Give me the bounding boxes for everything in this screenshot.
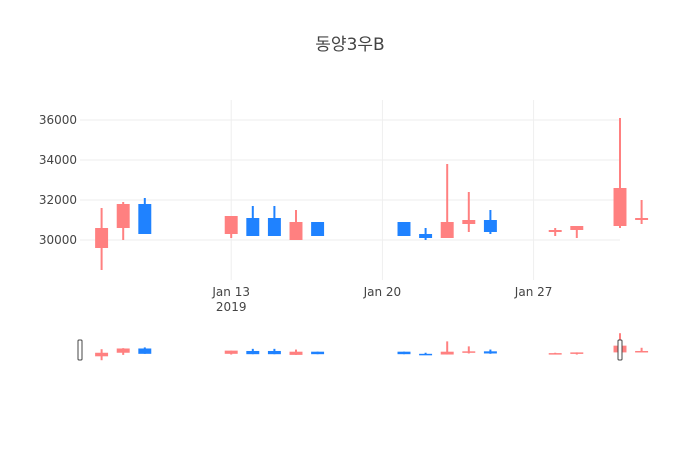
candle xyxy=(138,198,152,234)
candle-body xyxy=(635,218,649,220)
range-candle-body xyxy=(570,352,584,354)
range-candle-body xyxy=(267,350,281,355)
candle-body xyxy=(311,222,325,236)
candle xyxy=(440,164,454,238)
range-candle xyxy=(570,352,584,355)
candle xyxy=(311,222,325,236)
range-candle-body xyxy=(246,350,260,355)
range-candle-body xyxy=(311,351,325,355)
candle-body xyxy=(95,228,109,248)
range-candle-body xyxy=(635,350,649,353)
candle xyxy=(548,228,562,236)
range-candle xyxy=(483,349,497,354)
candle-body xyxy=(246,218,260,236)
range-candle-body xyxy=(548,353,562,355)
range-candle-body xyxy=(95,352,109,357)
range-candle-body xyxy=(462,351,476,353)
grid xyxy=(80,100,620,280)
candle-body xyxy=(483,220,497,232)
candle-body xyxy=(613,188,627,226)
candle xyxy=(419,228,433,240)
y-tick-label: 32000 xyxy=(39,193,77,207)
x-tick-label: Jan 27 xyxy=(514,285,553,299)
range-candle-body xyxy=(397,351,411,355)
range-candle xyxy=(116,348,130,355)
range-candle xyxy=(138,347,152,354)
candle-body xyxy=(462,220,476,224)
candle-body xyxy=(224,216,238,234)
candles xyxy=(95,118,649,270)
candle xyxy=(95,208,109,270)
range-slider[interactable] xyxy=(77,333,649,361)
range-candle-body xyxy=(138,348,152,354)
range-candle xyxy=(419,352,433,356)
candle xyxy=(224,216,238,238)
y-tick-label: 36000 xyxy=(39,113,77,127)
y-tick-label: 30000 xyxy=(39,233,77,247)
range-candle xyxy=(397,351,411,355)
range-handle-left[interactable] xyxy=(77,339,83,361)
candle xyxy=(116,202,130,240)
range-candle xyxy=(440,341,454,355)
range-candle xyxy=(462,346,476,354)
candle xyxy=(462,192,476,232)
y-axis: 30000 32000 34000 36000 xyxy=(39,113,77,247)
range-candle xyxy=(224,350,238,355)
candle-body xyxy=(419,234,433,238)
candle xyxy=(267,206,281,236)
candle xyxy=(483,210,497,234)
range-candle-body xyxy=(483,351,497,354)
chart-title: 동양3우B xyxy=(315,35,384,55)
candle-body xyxy=(397,222,411,236)
range-candle-body xyxy=(419,353,433,356)
range-candle-body xyxy=(440,351,454,355)
candle-body xyxy=(548,230,562,232)
range-candle-body xyxy=(289,351,303,355)
range-candle xyxy=(635,347,649,353)
x-tick-label: Jan 20 xyxy=(363,285,402,299)
candle xyxy=(289,210,303,240)
range-candle xyxy=(311,351,325,355)
candle-body xyxy=(570,226,584,230)
candle xyxy=(635,200,649,224)
range-candle xyxy=(289,349,303,355)
x-tick-label: Jan 13 xyxy=(211,285,250,299)
candle xyxy=(246,206,260,236)
range-candle xyxy=(548,352,562,355)
range-candle xyxy=(246,348,260,355)
range-candle xyxy=(95,349,109,361)
range-candle-body xyxy=(116,348,130,353)
candle-body xyxy=(267,218,281,236)
candle-body xyxy=(440,222,454,238)
y-tick-label: 34000 xyxy=(39,153,77,167)
candle xyxy=(570,226,584,238)
candle-body xyxy=(116,204,130,228)
range-candle-body xyxy=(224,350,238,354)
candle xyxy=(397,222,411,236)
candle-body xyxy=(289,222,303,240)
candle-body xyxy=(138,204,152,234)
range-candle xyxy=(267,348,281,355)
x-tick-sublabel: 2019 xyxy=(216,300,247,314)
range-handle-right[interactable] xyxy=(617,339,623,361)
candle xyxy=(613,118,627,228)
